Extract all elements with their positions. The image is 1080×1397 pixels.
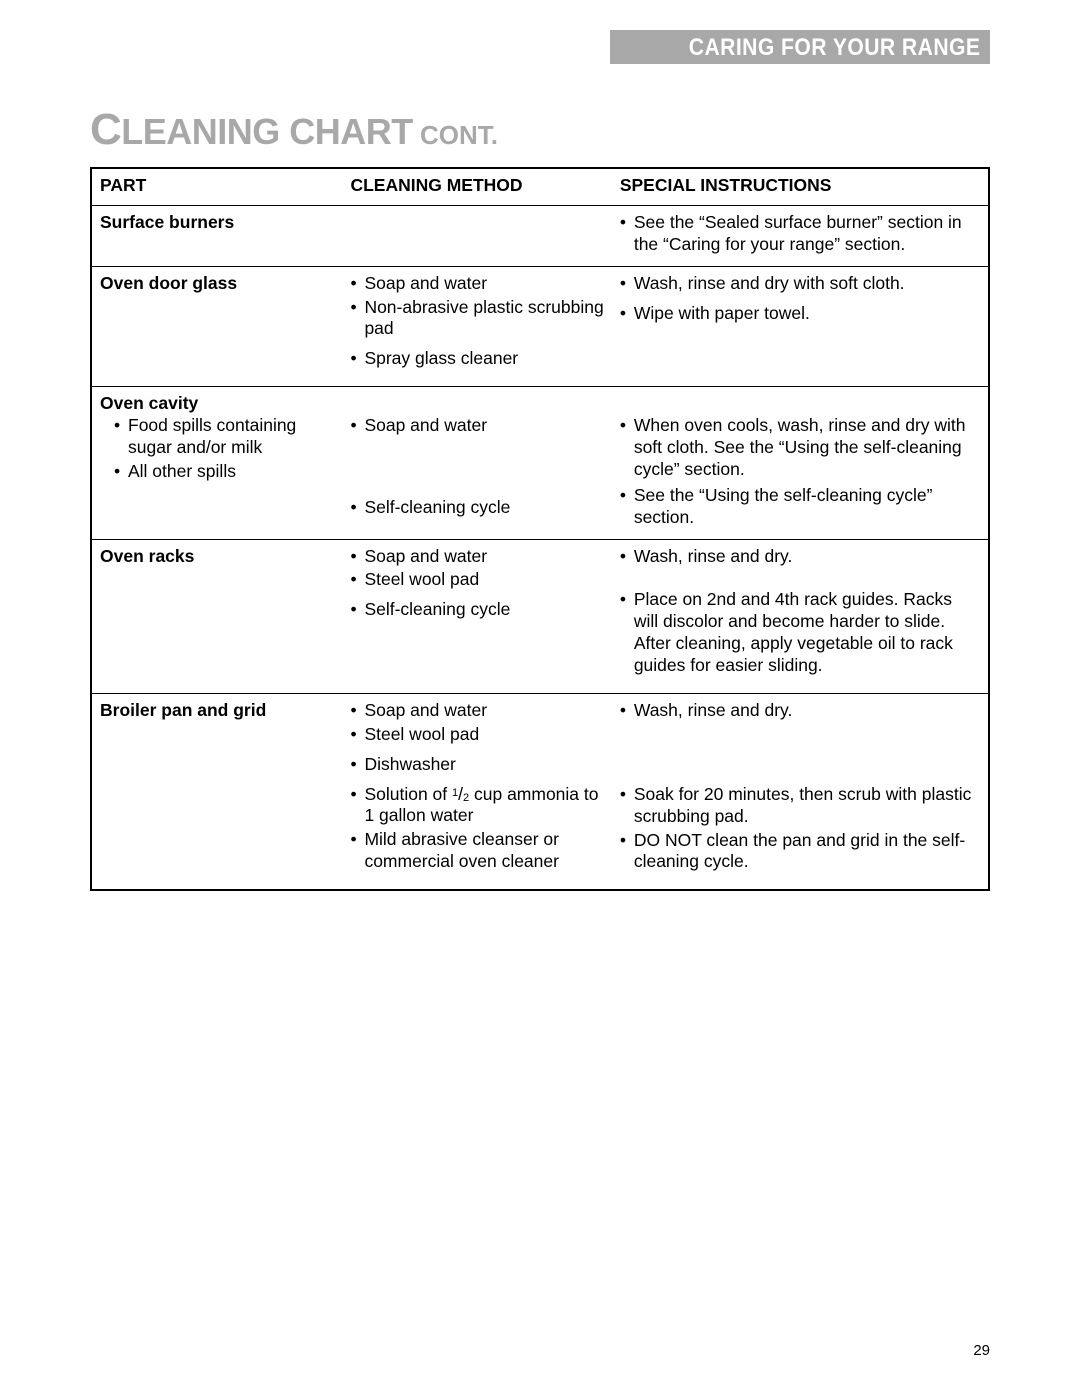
instruction-list: Wash, rinse and dry with soft cloth. bbox=[620, 273, 980, 295]
method-list: Soap and water Steel wool pad bbox=[350, 700, 603, 746]
list-item: Wash, rinse and dry. bbox=[620, 700, 980, 722]
title-initial: C bbox=[90, 105, 121, 154]
list-item: Soap and water bbox=[350, 273, 603, 295]
list-item: Self-cleaning cycle bbox=[350, 599, 603, 621]
method-list: Dishwasher bbox=[350, 754, 603, 776]
part-label: Surface burners bbox=[100, 212, 234, 232]
list-item: Wash, rinse and dry. bbox=[620, 546, 980, 568]
list-item: Steel wool pad bbox=[350, 724, 603, 746]
method-list: Soap and water Steel wool pad bbox=[350, 546, 603, 592]
text-fragment: Solution of bbox=[364, 784, 452, 804]
instruction-list: Wipe with paper towel. bbox=[620, 303, 980, 325]
page-title: CLEANING CHART CONT. bbox=[90, 105, 990, 155]
instruction-list: Wash, rinse and dry. bbox=[620, 700, 980, 722]
instruction-list: See the “Using the self-cleaning cycle” … bbox=[620, 485, 980, 529]
table-row: Surface burners See the “Sealed surface … bbox=[91, 205, 989, 266]
method-list: Soap and water Non-abrasive plastic scru… bbox=[350, 273, 603, 341]
fraction-numerator: 1 bbox=[452, 787, 458, 799]
col-header-part: PART bbox=[91, 168, 342, 205]
list-item: Steel wool pad bbox=[350, 569, 603, 591]
part-label: Oven door glass bbox=[100, 273, 237, 293]
list-item: DO NOT clean the pan and grid in the sel… bbox=[620, 830, 980, 874]
table-row: Broiler pan and grid Soap and water Stee… bbox=[91, 693, 989, 890]
col-header-method: CLEANING METHOD bbox=[342, 168, 611, 205]
list-item: Soak for 20 minutes, then scrub with pla… bbox=[620, 784, 980, 828]
col-header-instructions: SPECIAL INSTRUCTIONS bbox=[612, 168, 989, 205]
list-item: Soap and water bbox=[350, 415, 603, 437]
method-list: Self-cleaning cycle bbox=[350, 497, 603, 519]
list-item: Spray glass cleaner bbox=[350, 348, 603, 370]
method-list: Solution of 1/2 cup ammonia to 1 gallon … bbox=[350, 784, 603, 874]
list-item: Dishwasher bbox=[350, 754, 603, 776]
instruction-list: See the “Sealed surface burner” section … bbox=[620, 212, 980, 256]
list-item: Non-abrasive plastic scrubbing pad bbox=[350, 297, 603, 341]
list-item: All other spills bbox=[114, 461, 334, 483]
instruction-list: Wash, rinse and dry. bbox=[620, 546, 980, 568]
table-row: Oven racks Soap and water Steel wool pad… bbox=[91, 539, 989, 693]
part-label: Oven cavity bbox=[100, 393, 334, 415]
title-suffix: CONT. bbox=[413, 120, 498, 150]
instruction-list: Soak for 20 minutes, then scrub with pla… bbox=[620, 784, 980, 874]
method-list: Self-cleaning cycle bbox=[350, 599, 603, 621]
list-item: Soap and water bbox=[350, 546, 603, 568]
list-item: Self-cleaning cycle bbox=[350, 497, 603, 519]
part-label: Broiler pan and grid bbox=[100, 700, 266, 720]
title-main: LEANING CHART bbox=[121, 111, 412, 152]
list-item: See the “Sealed surface burner” section … bbox=[620, 212, 980, 256]
list-item: When oven cools, wash, rinse and dry wit… bbox=[620, 415, 980, 481]
list-item: Mild abrasive cleanser or commercial ove… bbox=[350, 829, 603, 873]
cleaning-chart-table: PART CLEANING METHOD SPECIAL INSTRUCTION… bbox=[90, 167, 990, 891]
instruction-list: When oven cools, wash, rinse and dry wit… bbox=[620, 415, 980, 481]
list-item: Solution of 1/2 cup ammonia to 1 gallon … bbox=[350, 784, 603, 828]
section-header-text: CARING FOR YOUR RANGE bbox=[688, 34, 980, 62]
part-sublist: Food spills containing sugar and/or milk bbox=[114, 415, 334, 459]
table-row: Oven cavity Food spills containing sugar… bbox=[91, 387, 989, 539]
list-item: Wash, rinse and dry with soft cloth. bbox=[620, 273, 980, 295]
part-sublist: All other spills bbox=[114, 461, 334, 483]
part-label: Oven racks bbox=[100, 546, 194, 566]
page-number: 29 bbox=[973, 1342, 990, 1359]
method-list: Spray glass cleaner bbox=[350, 348, 603, 370]
table-row: Oven door glass Soap and water Non-abras… bbox=[91, 266, 989, 387]
list-item: Wipe with paper towel. bbox=[620, 303, 980, 325]
method-list: Soap and water bbox=[350, 415, 603, 437]
page: CARING FOR YOUR RANGE CLEANING CHART CON… bbox=[0, 0, 1080, 1397]
list-item: Food spills containing sugar and/or milk bbox=[114, 415, 334, 459]
instruction-list: Place on 2nd and 4th rack guides. Racks … bbox=[620, 589, 980, 677]
table-header-row: PART CLEANING METHOD SPECIAL INSTRUCTION… bbox=[91, 168, 989, 205]
section-header-bar: CARING FOR YOUR RANGE bbox=[610, 30, 990, 64]
list-item: Soap and water bbox=[350, 700, 603, 722]
list-item: See the “Using the self-cleaning cycle” … bbox=[620, 485, 980, 529]
list-item: Place on 2nd and 4th rack guides. Racks … bbox=[620, 589, 980, 677]
